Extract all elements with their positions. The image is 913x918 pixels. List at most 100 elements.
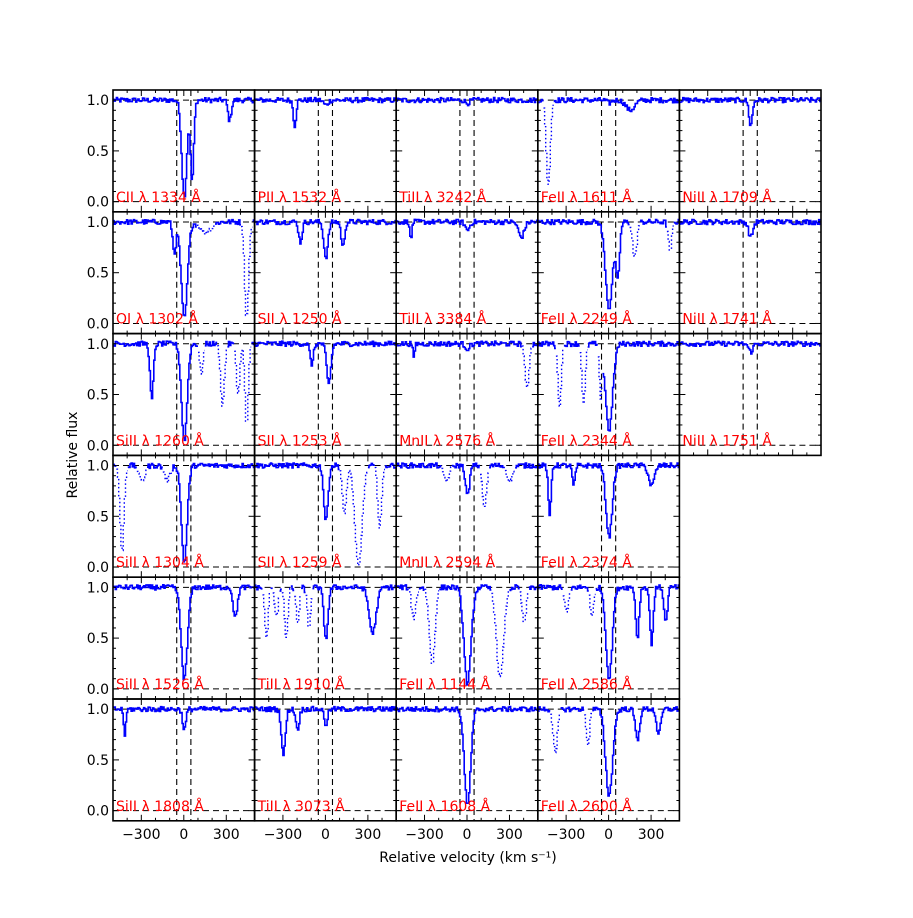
y-axis-title: Relative flux xyxy=(65,412,81,499)
spectrum-line xyxy=(537,706,680,797)
panel-0: CII λ 1334 Å 0.0 0.5 1.0 xyxy=(87,89,256,213)
panel-label: FeII λ 2600 Å xyxy=(541,798,632,815)
panel-25: FeII λ 1608 Å xyxy=(395,698,539,822)
panel-14: NiII λ 1751 Å xyxy=(678,332,822,457)
panel-label: MnII λ 2576 Å xyxy=(399,432,495,449)
spectrum-line xyxy=(537,97,680,113)
y-tick-label: 1.0 xyxy=(87,702,109,718)
contamination-line xyxy=(196,224,253,317)
panel-label: SII λ 1259 Å xyxy=(258,554,342,571)
spectrum-line xyxy=(537,462,680,539)
spectrum-line xyxy=(113,96,255,198)
y-tick-label: 1.0 xyxy=(87,337,109,353)
panel-label: OI λ 1302 Å xyxy=(116,311,198,328)
spectrum-line xyxy=(537,340,680,432)
panel-24: TiII λ 3073 Å xyxy=(253,698,398,822)
y-tick-label: 0.5 xyxy=(87,144,109,160)
panel-label: SII λ 1253 Å xyxy=(258,432,342,449)
contamination-line xyxy=(262,587,313,638)
panel-2: TiII λ 3242 Å xyxy=(395,89,539,213)
contamination-line xyxy=(441,466,516,507)
panel-label: SII λ 1250 Å xyxy=(258,311,342,328)
panel-ticks xyxy=(113,333,255,456)
panel-8: FeII λ 2249 Å xyxy=(536,211,681,335)
panel-9: NiII λ 1741 Å xyxy=(678,211,822,335)
panel-label: CII λ 1334 Å xyxy=(116,189,201,206)
x-tick-label: 0 xyxy=(321,827,330,843)
panel-ticks xyxy=(254,455,397,578)
y-tick-label: 0.0 xyxy=(87,560,109,576)
panel-label: NiII λ 1751 Å xyxy=(682,432,772,449)
contamination-line xyxy=(339,466,385,567)
spectrum-line xyxy=(113,462,255,563)
y-tick-label: 0.5 xyxy=(87,388,109,404)
spectrum-line xyxy=(679,340,822,355)
spectrum-line xyxy=(254,705,397,757)
panel-18: FeII λ 2374 Å xyxy=(536,454,681,578)
spectrum-line xyxy=(254,584,397,640)
panel-11: SII λ 1253 Å xyxy=(253,332,398,457)
panels-group: CII λ 1334 Å 0.0 0.5 1.0 PII λ 1532 Å TiII λ … xyxy=(87,89,822,843)
panel-23: SiII λ 1808 Å 0.0 0.5 1.0 xyxy=(87,698,256,822)
panel-label: SiII λ 1808 Å xyxy=(116,798,204,815)
spectrum-line xyxy=(396,705,538,804)
panel-label: FeII λ 2586 Å xyxy=(541,676,632,693)
y-tick-label: 1.0 xyxy=(87,93,109,109)
panel-label: NiII λ 1741 Å xyxy=(682,311,772,328)
x-tick-label: 0 xyxy=(463,827,472,843)
panel-4: NiII λ 1709 Å xyxy=(678,89,822,213)
y-tick-label: 0.0 xyxy=(87,438,109,454)
y-tick-label: 0.0 xyxy=(87,682,109,698)
y-tick-label: 0.0 xyxy=(87,316,109,332)
panel-ticks xyxy=(679,333,821,456)
panel-17: MnII λ 2594 Å xyxy=(395,454,539,578)
spectrum-line xyxy=(537,584,680,680)
panel-label: MnII λ 2594 Å xyxy=(399,554,495,571)
panel-ticks xyxy=(537,455,680,578)
x-tick-label: 300 xyxy=(355,827,382,843)
panel-label: FeII λ 2249 Å xyxy=(541,311,632,328)
panel-ticks xyxy=(254,699,397,821)
panel-10: SiII λ 1260 Å 0.0 0.5 1.0 xyxy=(87,332,256,457)
panel-19: SiII λ 1526 Å 0.0 0.5 1.0 xyxy=(87,576,256,700)
spectrum-line xyxy=(254,96,397,129)
panel-12: MnII λ 2576 Å xyxy=(395,332,539,457)
panel-7: TiII λ 3384 Å xyxy=(395,211,539,335)
y-tick-label: 0.0 xyxy=(87,195,109,211)
panel-label: NiII λ 1709 Å xyxy=(682,189,772,206)
spectrum-line xyxy=(113,705,255,737)
panel-ticks xyxy=(679,211,821,334)
y-tick-label: 1.0 xyxy=(87,459,109,475)
spectrum-line xyxy=(396,584,538,686)
x-tick-label: 0 xyxy=(179,827,188,843)
y-tick-label: 0.5 xyxy=(87,753,109,769)
panel-label: SiII λ 1260 Å xyxy=(116,432,204,449)
panel-3: FeII λ 1611 Å xyxy=(536,89,681,213)
spectrum-line xyxy=(679,218,822,237)
contamination-line xyxy=(555,347,603,407)
x-tick-label: −300 xyxy=(547,827,585,843)
contamination-line xyxy=(116,468,172,552)
spectrum-line xyxy=(679,96,822,127)
y-tick-label: 1.0 xyxy=(87,580,109,596)
contamination-line xyxy=(562,593,596,617)
panel-label: FeII λ 2374 Å xyxy=(541,554,632,571)
x-tick-label: 300 xyxy=(638,827,665,843)
y-tick-label: 0.0 xyxy=(87,804,109,820)
x-tick-label: −300 xyxy=(264,827,302,843)
spectrum-line xyxy=(113,584,255,681)
panel-13: FeII λ 2344 Å xyxy=(536,332,681,457)
panel-1: PII λ 1532 Å xyxy=(253,89,398,213)
contamination-line xyxy=(408,587,529,678)
y-tick-label: 0.5 xyxy=(87,509,109,525)
spectrum-line xyxy=(396,96,538,107)
panel-16: SII λ 1259 Å xyxy=(253,454,398,578)
panel-26: FeII λ 2600 Å xyxy=(536,698,681,822)
x-tick-label: −300 xyxy=(122,827,160,843)
x-tick-label: −300 xyxy=(405,827,443,843)
panel-label: TiII λ 3384 Å xyxy=(398,311,487,328)
spectrum-line xyxy=(537,218,680,310)
panel-label: SiII λ 1304 Å xyxy=(116,554,204,571)
